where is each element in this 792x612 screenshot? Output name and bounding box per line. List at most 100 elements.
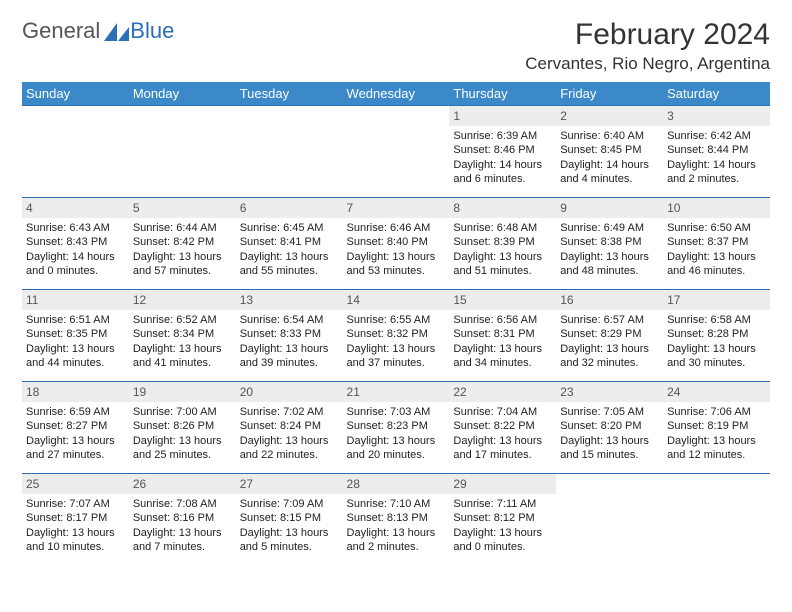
daylight-text: Daylight: 13 hours and 17 minutes. — [453, 434, 552, 463]
sunrise-text: Sunrise: 7:06 AM — [667, 405, 766, 419]
day-details: Sunrise: 6:58 AMSunset: 8:28 PMDaylight:… — [663, 310, 770, 374]
sunrise-text: Sunrise: 6:56 AM — [453, 313, 552, 327]
day-details: Sunrise: 7:11 AMSunset: 8:12 PMDaylight:… — [449, 494, 556, 558]
calendar-day-cell: 7Sunrise: 6:46 AMSunset: 8:40 PMDaylight… — [343, 198, 450, 290]
day-number: 21 — [343, 382, 450, 402]
sunset-text: Sunset: 8:29 PM — [560, 327, 659, 341]
sunrise-text: Sunrise: 6:51 AM — [26, 313, 125, 327]
weekday-header: Wednesday — [343, 82, 450, 106]
sunrise-text: Sunrise: 7:00 AM — [133, 405, 232, 419]
day-number: 17 — [663, 290, 770, 310]
page-header: General Blue February 2024 Cervantes, Ri… — [22, 18, 770, 74]
brand-part1: General — [22, 18, 100, 44]
day-details: Sunrise: 6:50 AMSunset: 8:37 PMDaylight:… — [663, 218, 770, 282]
sunrise-text: Sunrise: 6:42 AM — [667, 129, 766, 143]
daylight-text: Daylight: 13 hours and 37 minutes. — [347, 342, 446, 371]
weekday-header: Tuesday — [236, 82, 343, 106]
day-details: Sunrise: 6:57 AMSunset: 8:29 PMDaylight:… — [556, 310, 663, 374]
daylight-text: Daylight: 13 hours and 27 minutes. — [26, 434, 125, 463]
sunrise-text: Sunrise: 6:54 AM — [240, 313, 339, 327]
calendar-table: Sunday Monday Tuesday Wednesday Thursday… — [22, 82, 770, 566]
calendar-day-cell: 29Sunrise: 7:11 AMSunset: 8:12 PMDayligh… — [449, 474, 556, 566]
sunset-text: Sunset: 8:31 PM — [453, 327, 552, 341]
sunrise-text: Sunrise: 7:11 AM — [453, 497, 552, 511]
daylight-text: Daylight: 13 hours and 22 minutes. — [240, 434, 339, 463]
sunrise-text: Sunrise: 6:40 AM — [560, 129, 659, 143]
sunrise-text: Sunrise: 6:52 AM — [133, 313, 232, 327]
calendar-day-cell: 24Sunrise: 7:06 AMSunset: 8:19 PMDayligh… — [663, 382, 770, 474]
day-details: Sunrise: 6:51 AMSunset: 8:35 PMDaylight:… — [22, 310, 129, 374]
day-details: Sunrise: 6:56 AMSunset: 8:31 PMDaylight:… — [449, 310, 556, 374]
sunset-text: Sunset: 8:43 PM — [26, 235, 125, 249]
day-number: 9 — [556, 198, 663, 218]
daylight-text: Daylight: 13 hours and 5 minutes. — [240, 526, 339, 555]
sunrise-text: Sunrise: 7:07 AM — [26, 497, 125, 511]
day-details: Sunrise: 6:46 AMSunset: 8:40 PMDaylight:… — [343, 218, 450, 282]
sunset-text: Sunset: 8:15 PM — [240, 511, 339, 525]
daylight-text: Daylight: 13 hours and 44 minutes. — [26, 342, 125, 371]
sunrise-text: Sunrise: 7:08 AM — [133, 497, 232, 511]
daylight-text: Daylight: 13 hours and 57 minutes. — [133, 250, 232, 279]
sunset-text: Sunset: 8:16 PM — [133, 511, 232, 525]
day-number: 29 — [449, 474, 556, 494]
brand-part2: Blue — [130, 21, 174, 41]
day-details: Sunrise: 6:48 AMSunset: 8:39 PMDaylight:… — [449, 218, 556, 282]
calendar-day-cell — [236, 106, 343, 198]
day-number: 28 — [343, 474, 450, 494]
sunset-text: Sunset: 8:41 PM — [240, 235, 339, 249]
calendar-day-cell: 27Sunrise: 7:09 AMSunset: 8:15 PMDayligh… — [236, 474, 343, 566]
weekday-header: Friday — [556, 82, 663, 106]
day-number: 19 — [129, 382, 236, 402]
calendar-day-cell: 28Sunrise: 7:10 AMSunset: 8:13 PMDayligh… — [343, 474, 450, 566]
calendar-day-cell: 12Sunrise: 6:52 AMSunset: 8:34 PMDayligh… — [129, 290, 236, 382]
day-details: Sunrise: 6:54 AMSunset: 8:33 PMDaylight:… — [236, 310, 343, 374]
sail-icon — [104, 23, 130, 43]
calendar-day-cell: 15Sunrise: 6:56 AMSunset: 8:31 PMDayligh… — [449, 290, 556, 382]
sunset-text: Sunset: 8:23 PM — [347, 419, 446, 433]
day-number: 23 — [556, 382, 663, 402]
day-number: 5 — [129, 198, 236, 218]
day-details: Sunrise: 6:39 AMSunset: 8:46 PMDaylight:… — [449, 126, 556, 190]
calendar-day-cell: 23Sunrise: 7:05 AMSunset: 8:20 PMDayligh… — [556, 382, 663, 474]
day-details: Sunrise: 7:04 AMSunset: 8:22 PMDaylight:… — [449, 402, 556, 466]
sunrise-text: Sunrise: 6:48 AM — [453, 221, 552, 235]
weekday-header: Saturday — [663, 82, 770, 106]
calendar-day-cell: 19Sunrise: 7:00 AMSunset: 8:26 PMDayligh… — [129, 382, 236, 474]
sunrise-text: Sunrise: 6:46 AM — [347, 221, 446, 235]
sunrise-text: Sunrise: 7:05 AM — [560, 405, 659, 419]
daylight-text: Daylight: 13 hours and 0 minutes. — [453, 526, 552, 555]
day-number: 11 — [22, 290, 129, 310]
sunset-text: Sunset: 8:42 PM — [133, 235, 232, 249]
sunset-text: Sunset: 8:26 PM — [133, 419, 232, 433]
sunset-text: Sunset: 8:39 PM — [453, 235, 552, 249]
sunrise-text: Sunrise: 6:44 AM — [133, 221, 232, 235]
day-number: 22 — [449, 382, 556, 402]
sunset-text: Sunset: 8:27 PM — [26, 419, 125, 433]
sunrise-text: Sunrise: 6:43 AM — [26, 221, 125, 235]
calendar-day-cell: 14Sunrise: 6:55 AMSunset: 8:32 PMDayligh… — [343, 290, 450, 382]
day-details: Sunrise: 6:43 AMSunset: 8:43 PMDaylight:… — [22, 218, 129, 282]
day-number: 14 — [343, 290, 450, 310]
day-number: 13 — [236, 290, 343, 310]
sunset-text: Sunset: 8:17 PM — [26, 511, 125, 525]
calendar-day-cell: 13Sunrise: 6:54 AMSunset: 8:33 PMDayligh… — [236, 290, 343, 382]
location-subtitle: Cervantes, Rio Negro, Argentina — [525, 54, 770, 74]
daylight-text: Daylight: 13 hours and 53 minutes. — [347, 250, 446, 279]
day-number: 26 — [129, 474, 236, 494]
sunrise-text: Sunrise: 7:09 AM — [240, 497, 339, 511]
calendar-day-cell: 5 Sunrise: 6:44 AMSunset: 8:42 PMDaylight… — [129, 198, 236, 290]
sunset-text: Sunset: 8:38 PM — [560, 235, 659, 249]
sunset-text: Sunset: 8:24 PM — [240, 419, 339, 433]
title-block: February 2024 Cervantes, Rio Negro, Arge… — [525, 18, 770, 74]
daylight-text: Daylight: 13 hours and 41 minutes. — [133, 342, 232, 371]
calendar-day-cell: 22Sunrise: 7:04 AMSunset: 8:22 PMDayligh… — [449, 382, 556, 474]
daylight-text: Daylight: 13 hours and 55 minutes. — [240, 250, 339, 279]
day-number: 18 — [22, 382, 129, 402]
calendar-day-cell: 6Sunrise: 6:45 AMSunset: 8:41 PMDaylight… — [236, 198, 343, 290]
sunset-text: Sunset: 8:13 PM — [347, 511, 446, 525]
calendar-week-row: 1Sunrise: 6:39 AMSunset: 8:46 PMDaylight… — [22, 106, 770, 198]
sunrise-text: Sunrise: 7:03 AM — [347, 405, 446, 419]
day-number: 3 — [663, 106, 770, 126]
day-details: Sunrise: 7:05 AMSunset: 8:20 PMDaylight:… — [556, 402, 663, 466]
sunrise-text: Sunrise: 6:59 AM — [26, 405, 125, 419]
